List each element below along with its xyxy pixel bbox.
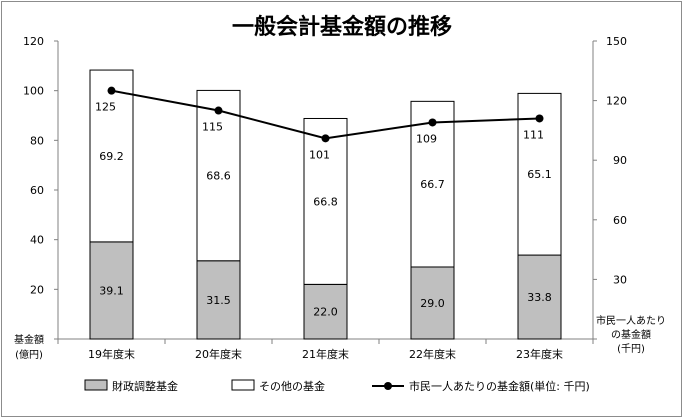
data-label-other: 66.8 [313, 195, 338, 208]
legend-swatch-zaisei [84, 379, 108, 391]
axes: 20 40 60 80 100 120 30 60 90 120 150 19年度末 20年度末 21年度… [14, 35, 666, 361]
bar-zaisei [410, 266, 455, 340]
y-left-tick-label: 40 [30, 234, 44, 247]
data-label-per-capita: 109 [416, 132, 437, 145]
data-label-other: 66.7 [420, 178, 445, 191]
data-label-per-capita: 115 [202, 121, 223, 134]
chart-title: 一般会計基金額の推移 [232, 14, 452, 40]
bar-zaisei [517, 254, 562, 340]
legend-marker-per-capita [384, 382, 392, 390]
y-left-axis-title: (億円) [15, 348, 43, 361]
legend-label-zaisei: 財政調整基金 [112, 379, 178, 393]
y-right-tick-label: 30 [613, 273, 627, 286]
bar-other [410, 100, 455, 268]
legend: 財政調整基金 その他の基金 市民一人あたりの基金額(単位: 千円) [84, 379, 590, 393]
data-label-zaisei: 39.1 [99, 284, 124, 297]
data-label-zaisei: 33.8 [527, 291, 552, 304]
per-capita-point [214, 106, 223, 115]
y-left-tick-label: 100 [23, 85, 44, 98]
per-capita-point [535, 114, 544, 123]
per-capita-point [321, 134, 330, 143]
bar-zaisei [303, 283, 348, 340]
per-capita-point [428, 118, 437, 127]
data-label-zaisei: 31.5 [206, 294, 231, 307]
data-label-zaisei: 22.0 [313, 306, 338, 319]
bar-zaisei [89, 241, 134, 340]
y-right-tick-label: 90 [613, 154, 627, 167]
legend-label-other: その他の基金 [259, 379, 325, 393]
data-label-per-capita: 101 [309, 148, 330, 161]
y-left-tick-label: 20 [30, 283, 44, 296]
y-right-tick-label: 150 [606, 35, 627, 48]
x-tick-label: 23年度末 [516, 347, 563, 361]
bar-other [89, 69, 134, 243]
y-right-tick-label: 120 [606, 95, 627, 108]
data-label-per-capita: 125 [95, 101, 116, 114]
legend-swatch-other [231, 379, 255, 391]
x-tick-label: 22年度末 [409, 347, 456, 361]
bars [89, 69, 562, 340]
data-label-other: 68.6 [206, 170, 231, 183]
data-labels: 39.1 69.2 31.5 68.6 22.0 66.8 29.0 66.7 33.8 65.1… [95, 101, 552, 319]
bar-other [196, 89, 241, 262]
bar-other [303, 117, 348, 285]
y-left-tick-label: 120 [23, 35, 44, 48]
per-capita-point [107, 86, 116, 95]
bar-zaisei [196, 260, 241, 340]
y-right-axis-title: の基金額 [611, 328, 651, 341]
data-label-other: 65.1 [527, 168, 552, 181]
data-label-other: 69.2 [99, 150, 124, 163]
y-right-tick-label: 60 [613, 214, 627, 227]
data-label-zaisei: 29.0 [420, 297, 445, 310]
y-right-axis-title: (千円) [617, 343, 645, 355]
data-label-per-capita: 111 [523, 128, 544, 141]
legend-label-per-capita: 市民一人あたりの基金額(単位: 千円) [409, 379, 590, 393]
y-left-axis-title: 基金額 [14, 333, 44, 346]
x-tick-label: 19年度末 [88, 347, 135, 361]
y-left-tick-label: 80 [30, 134, 44, 147]
line-series [107, 86, 544, 143]
x-tick-label: 20年度末 [195, 347, 242, 361]
y-left-tick-label: 60 [30, 184, 44, 197]
y-right-axis-title: 市民一人あたり [596, 314, 666, 327]
x-tick-label: 21年度末 [302, 347, 349, 361]
